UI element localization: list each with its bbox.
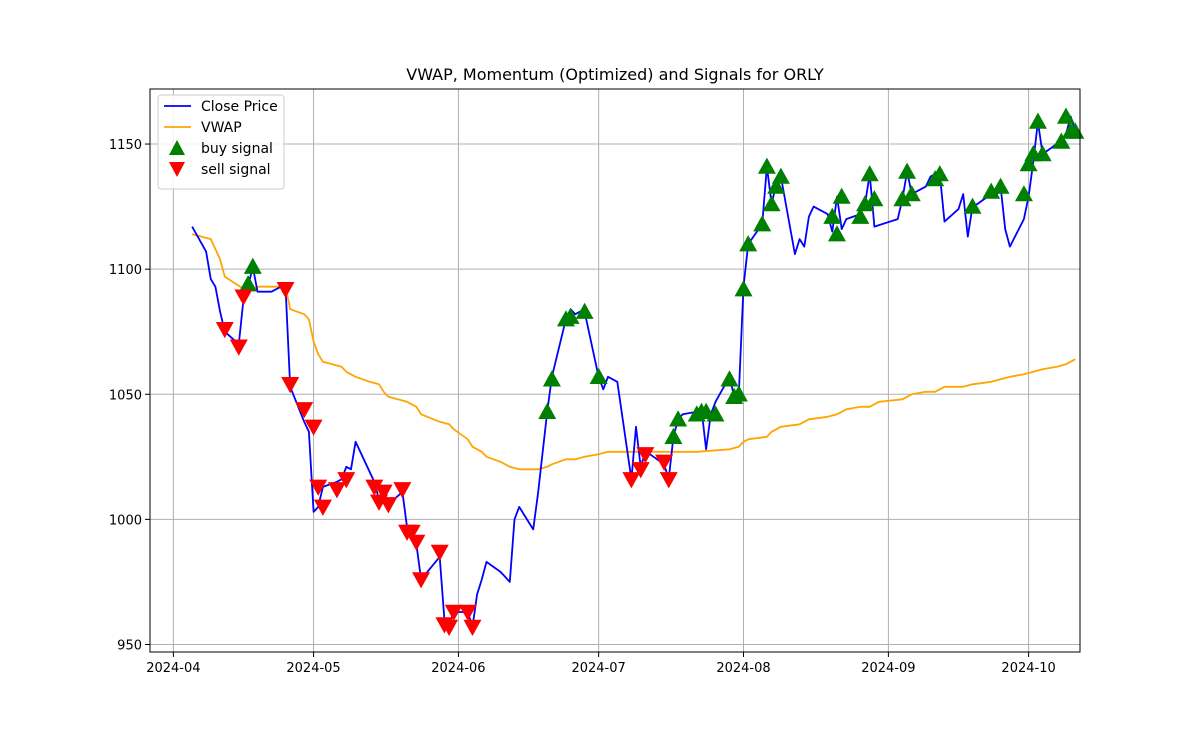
sell-signal-marker xyxy=(655,454,674,471)
buy-signal-marker xyxy=(860,165,879,182)
sell-signal-marker xyxy=(304,419,323,436)
x-tick-label: 2024-08 xyxy=(716,661,770,676)
sell-signal-marker xyxy=(463,619,482,636)
sell-signal-marker xyxy=(659,472,678,489)
buy-signal-marker xyxy=(542,370,561,387)
buy-signal-marker xyxy=(575,302,594,319)
buy-signal-marker xyxy=(1056,107,1075,124)
buy-signal-marker xyxy=(767,177,786,194)
sell-signal-marker xyxy=(458,604,477,621)
sell-signal-marker xyxy=(379,497,398,514)
y-tick-label: 1000 xyxy=(109,513,142,528)
sell-signal-marker xyxy=(234,289,253,306)
sell-signal-marker xyxy=(337,472,356,489)
buy-signal-marker xyxy=(1052,132,1071,149)
sell-signal-marker xyxy=(402,524,421,541)
sell-signal-marker xyxy=(229,339,248,356)
sell-signal-marker xyxy=(295,402,314,419)
buy-signal-marker xyxy=(589,367,608,384)
x-tick-label: 2024-05 xyxy=(286,661,340,676)
signal-markers xyxy=(215,107,1085,636)
buy-signal-marker xyxy=(898,162,917,179)
buy-signal-marker xyxy=(865,190,884,207)
buy-signal-marker xyxy=(1014,185,1033,202)
plot-frame xyxy=(149,88,1081,653)
buy-signal-marker xyxy=(1028,112,1047,129)
legend-label: VWAP xyxy=(201,120,242,136)
sell-signal-marker xyxy=(374,484,393,501)
buy-signal-marker xyxy=(664,427,683,445)
buy-signal-marker xyxy=(757,157,776,174)
buy-signal-marker xyxy=(991,177,1010,194)
buy-signal-marker xyxy=(930,165,949,182)
sell-signal-marker xyxy=(622,472,641,489)
legend-swatch xyxy=(169,140,185,155)
sell-signal-marker xyxy=(281,377,300,394)
buy-signal-marker xyxy=(771,167,790,184)
buy-signal-marker xyxy=(243,257,262,274)
buy-signal-marker xyxy=(1019,155,1038,172)
buy-signal-marker xyxy=(1033,145,1052,162)
series-layer xyxy=(191,115,1077,628)
y-tick-label: 1050 xyxy=(109,388,142,403)
sell-signal-marker xyxy=(276,281,295,299)
y-tick-label: 1100 xyxy=(109,263,142,278)
buy-signal-marker xyxy=(561,307,580,324)
series-line-vwap xyxy=(191,233,1076,471)
buy-signal-marker xyxy=(851,207,870,224)
legend: Close Price VWAP buy signal sell signal xyxy=(157,94,285,190)
buy-signal-marker xyxy=(706,405,725,422)
buy-signal-marker xyxy=(729,385,748,402)
sell-signal-marker xyxy=(309,479,328,496)
series-line-close-price xyxy=(191,115,1077,628)
sell-signal-marker xyxy=(430,544,449,561)
buy-signal-marker xyxy=(734,280,753,297)
buy-signal-marker xyxy=(856,195,875,212)
buy-signal-marker xyxy=(239,275,258,292)
grid xyxy=(150,89,1080,652)
buy-signal-marker xyxy=(762,195,781,212)
legend-swatch xyxy=(169,162,185,177)
sell-signal-marker xyxy=(313,499,332,516)
x-tick-label: 2024-06 xyxy=(431,661,485,676)
x-tick-label: 2024-10 xyxy=(1001,661,1055,676)
chart-title: VWAP, Momentum (Optimized) and Signals f… xyxy=(406,65,824,84)
sell-signal-marker xyxy=(440,619,459,636)
buy-signal-marker xyxy=(893,190,912,207)
buy-signal-marker xyxy=(720,370,739,387)
buy-signal-marker xyxy=(823,207,842,224)
buy-signal-marker xyxy=(739,235,758,252)
buy-signal-marker xyxy=(753,215,772,232)
x-tick-label: 2024-07 xyxy=(571,661,625,676)
sell-signal-marker xyxy=(215,322,234,339)
buy-signal-marker xyxy=(832,187,851,204)
sell-signal-marker xyxy=(407,534,426,551)
buy-signal-marker xyxy=(902,185,921,202)
x-tick-label: 2024-09 xyxy=(861,661,915,676)
legend-label: Close Price xyxy=(201,99,278,115)
y-tick-label: 950 xyxy=(117,638,142,653)
axis-ticks: 2024-04 2024-05 2024-06 2024-07 2024-08 2024-… xyxy=(109,138,1056,676)
sell-signal-marker xyxy=(365,479,384,496)
y-tick-label: 1150 xyxy=(109,138,142,153)
sell-signal-marker xyxy=(636,447,655,464)
x-tick-label: 2024-04 xyxy=(146,661,200,676)
buy-signal-marker xyxy=(538,402,557,419)
buy-signal-marker xyxy=(669,410,688,427)
sell-signal-marker xyxy=(631,462,650,479)
sell-signal-marker xyxy=(327,482,346,499)
buy-signal-marker xyxy=(963,197,982,214)
legend-label: sell signal xyxy=(201,162,271,178)
legend-label: buy signal xyxy=(201,141,273,157)
sell-signal-marker xyxy=(393,482,412,499)
sell-signal-marker xyxy=(444,604,463,621)
buy-signal-marker xyxy=(982,182,1001,199)
buy-signal-marker xyxy=(827,225,846,242)
sell-signal-marker xyxy=(412,572,431,589)
legend-box xyxy=(157,94,285,190)
